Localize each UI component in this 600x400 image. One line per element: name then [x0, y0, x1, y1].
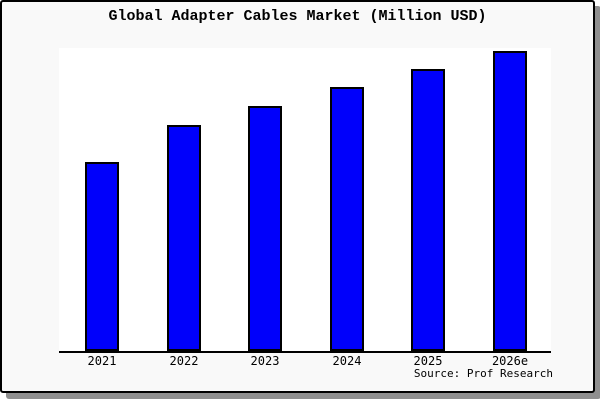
- x-tick-label-2025: 2025: [413, 354, 443, 368]
- bar-2025: [411, 69, 445, 351]
- x-tick-label-2022: 2022: [169, 354, 199, 368]
- chart-title: Global Adapter Cables Market (Million US…: [108, 8, 487, 25]
- bar-2021: [85, 162, 119, 351]
- bar-2022: [167, 125, 201, 351]
- source-credit: Source: Prof Research: [413, 367, 553, 380]
- bar-2024: [330, 87, 364, 351]
- x-tick-label-2023: 2023: [250, 354, 280, 368]
- x-tick-label-2024: 2024: [332, 354, 362, 368]
- plot-area: [59, 48, 551, 353]
- chart-frame: Global Adapter Cables Market (Million US…: [0, 0, 595, 393]
- x-tick-label-2021: 2021: [87, 354, 117, 368]
- bar-2026e: [493, 51, 527, 351]
- bar-2023: [248, 106, 282, 351]
- x-tick-label-2026e: 2026e: [491, 354, 529, 368]
